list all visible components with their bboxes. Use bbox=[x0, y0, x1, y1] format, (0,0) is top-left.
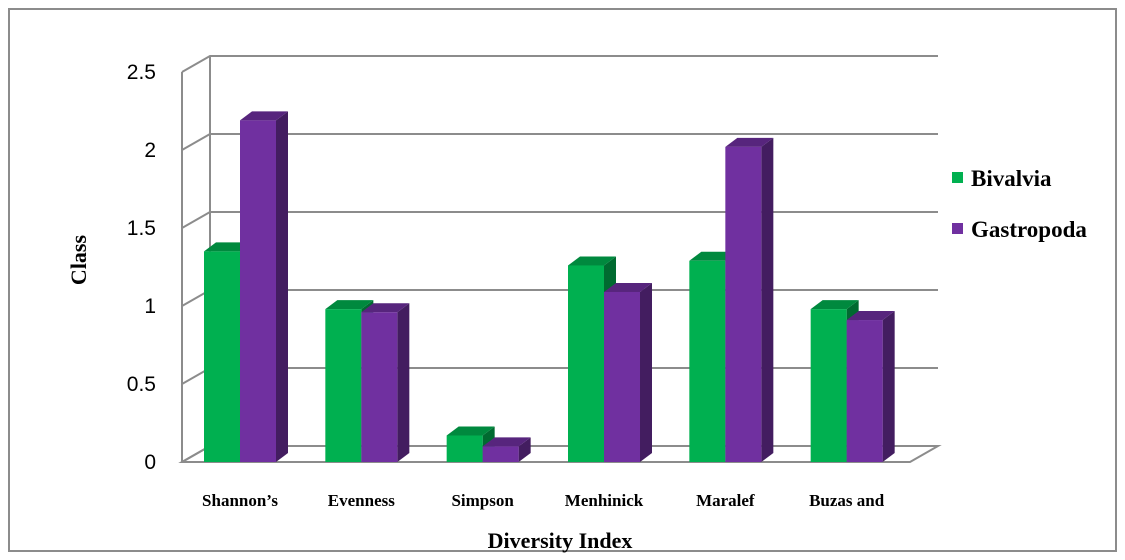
y-tick-label-0: 0 bbox=[144, 451, 156, 474]
bar-side-face bbox=[397, 303, 410, 462]
bar-front-face bbox=[325, 309, 362, 462]
bar-side-face bbox=[640, 282, 652, 462]
bar-side-face bbox=[276, 111, 288, 463]
bar-gastropoda-buzas-and bbox=[846, 311, 895, 462]
bar-front-face bbox=[482, 446, 519, 462]
legend: Bivalvia Gastropoda bbox=[952, 166, 1087, 242]
bar-top-face bbox=[725, 137, 774, 147]
bar-front-face bbox=[204, 251, 240, 462]
x-axis-title: Diversity Index bbox=[488, 528, 633, 553]
x-tick-label-maralef: Maralef bbox=[696, 491, 755, 510]
bar-side-face bbox=[882, 311, 895, 462]
y-tick-label-2-5: 2.5 bbox=[127, 61, 156, 84]
x-tick-label-simpson: Simpson bbox=[451, 491, 514, 510]
bar-front-face bbox=[604, 291, 640, 462]
bar-top-face bbox=[240, 111, 288, 121]
bar-side-face bbox=[518, 437, 531, 462]
bar-top-face bbox=[604, 282, 652, 292]
gridline-2-5 bbox=[181, 55, 938, 73]
bar-front-face bbox=[689, 260, 726, 462]
x-tick-label-menhinick: Menhinick bbox=[565, 491, 644, 510]
legend-swatch-bivalvia bbox=[952, 172, 963, 183]
x-tick-label-shannon-s: Shannon’s bbox=[202, 491, 278, 510]
bar-front-face bbox=[846, 320, 883, 462]
bar-front-face bbox=[725, 146, 762, 462]
bar-front-face bbox=[446, 435, 483, 462]
bar-top-face bbox=[846, 311, 895, 321]
bar-gastropoda-evenness bbox=[361, 303, 410, 462]
bar-front-face bbox=[810, 309, 847, 462]
bar-side-face bbox=[761, 137, 774, 462]
gridline-1-5 bbox=[181, 211, 938, 229]
y-tick-label-1-5: 1.5 bbox=[127, 217, 156, 240]
bar-top-face bbox=[482, 437, 531, 447]
y-tick-label-0-5: 0.5 bbox=[127, 373, 156, 396]
bar-gastropoda-maralef bbox=[725, 137, 774, 462]
bar-top-face bbox=[361, 303, 410, 313]
bar-gastropoda-simpson bbox=[482, 437, 531, 462]
bar-top-face bbox=[446, 426, 495, 436]
legend-label-gastropoda: Gastropoda bbox=[971, 217, 1087, 242]
gridline-2 bbox=[181, 133, 938, 151]
y-axis-title: Class bbox=[66, 235, 91, 286]
bar-front-face bbox=[361, 312, 398, 462]
x-tick-label-evenness: Evenness bbox=[328, 491, 395, 510]
x-tick-labels: Shannon’s Evenness Simpson Menhinick Maralef… bbox=[202, 491, 885, 510]
bar-front-face bbox=[240, 120, 276, 463]
bar-front-face bbox=[568, 265, 604, 462]
y-tick-label-2: 2 bbox=[144, 139, 156, 162]
y-tick-labels: 0 0.5 1 1.5 2 2.5 bbox=[127, 61, 156, 474]
y-tick-label-1: 1 bbox=[144, 295, 156, 318]
bar-top-face bbox=[325, 300, 374, 310]
bar-gastropoda-shannon-s bbox=[240, 111, 288, 463]
bar-top-face bbox=[810, 300, 859, 310]
legend-swatch-gastropoda bbox=[952, 223, 963, 234]
bars bbox=[204, 111, 895, 463]
legend-label-bivalvia: Bivalvia bbox=[971, 166, 1052, 191]
bar-gastropoda-menhinick bbox=[604, 282, 652, 462]
x-tick-label-buzas-and: Buzas and bbox=[809, 491, 885, 510]
bar-top-face bbox=[568, 256, 616, 266]
